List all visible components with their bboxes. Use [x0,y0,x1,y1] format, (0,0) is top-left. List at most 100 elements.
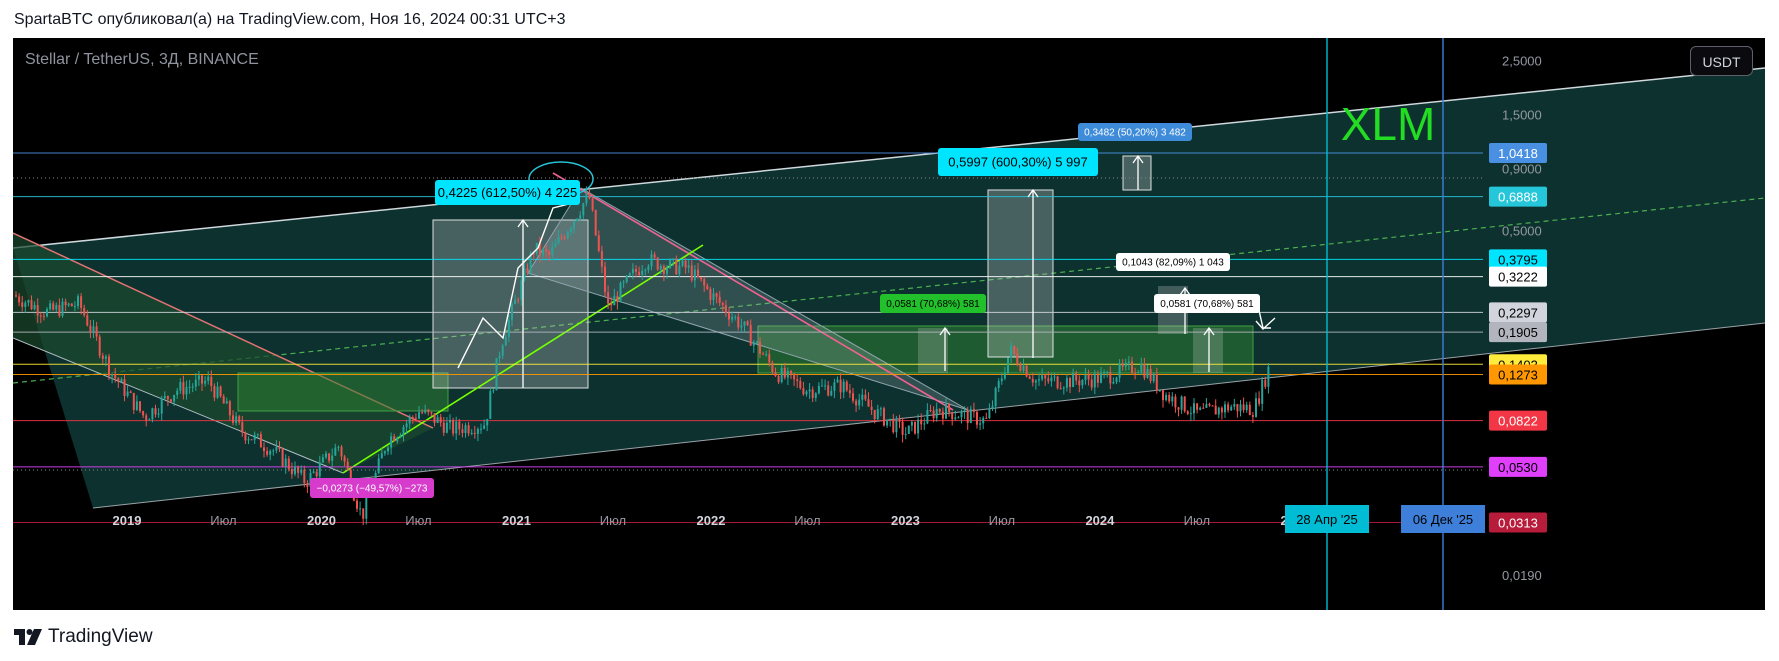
measure-label-bg-2 [1078,123,1192,141]
candle-body [1112,381,1115,384]
candle-body [470,432,473,434]
candle-body [594,209,597,236]
candle-body [495,358,498,391]
chart-svg[interactable]: 0,4225 (612,50%) 4 225 0,5997 (600,30%) 5… [13,38,1765,610]
candle-body [566,231,569,239]
candle-body [275,446,278,451]
ticker-label: XLM [1341,98,1436,150]
candle-body [1050,377,1053,382]
candle-body [954,417,957,420]
candle-body [920,419,923,425]
accumulation-zone-2023 [757,325,1254,374]
candle-body [724,305,727,313]
candle-body [520,280,523,300]
candle-body [746,321,749,326]
price-level-label-bg-3 [1489,266,1547,287]
candle-body [467,425,470,434]
candle-body [563,237,566,239]
candle-body [396,437,399,442]
candle-body [991,406,994,409]
y-tick-label: 0,9000 [1502,161,1542,176]
candle-body [976,411,978,425]
candle-body [393,436,396,442]
candle-body [148,419,151,421]
candle-body [1143,363,1146,378]
candle-body [734,316,737,318]
candle-body [160,398,163,414]
candle-body [272,450,275,452]
candle-body [706,285,709,290]
price-level-label-2: 0,3795 [1498,252,1538,267]
tradingview-brand-text: TradingView [48,626,153,647]
y-tick-label: 0,5000 [1502,223,1542,238]
x-tick-label: Июл [600,513,626,528]
candle-body [281,448,284,467]
candle-body [1106,371,1109,373]
candle-body [718,296,721,303]
candle-body [904,433,907,435]
candle-body [765,354,768,356]
candle-body [1233,404,1236,407]
candle-body [1081,379,1084,386]
price-level-label-1: 0,6888 [1498,190,1538,205]
candle-body [1013,345,1016,354]
candle-body [424,409,427,413]
candle-body [207,376,210,381]
time-marker-label-0: 28 Апр '25 [1296,512,1358,527]
candle-body [1242,404,1245,411]
x-tick-label: Июл [210,513,236,528]
currency-button[interactable]: USDT [1690,46,1753,76]
candle-body [994,388,997,407]
path-projection-2021 [457,202,574,369]
x-tick-label: 2019 [113,513,142,528]
candle-body [213,386,216,398]
candle-body [80,296,83,308]
candle-body [480,428,482,430]
candle-body [135,401,138,410]
tradingview-logo[interactable]: TradingView [14,625,153,649]
candle-body [557,237,560,244]
candle-body [1069,378,1071,388]
candle-body [1109,371,1112,384]
candle-body [783,367,786,378]
candle-body [430,412,433,414]
candle-body [1100,373,1102,383]
candle-body [1003,373,1006,379]
candle-body [560,237,563,239]
publish-info: SpartaBTC опубликовал(а) на TradingView.… [14,11,566,28]
candle-body [972,409,975,412]
price-level-label-bg-10 [1489,512,1547,533]
candle-body [833,382,836,391]
candle-body [117,378,120,383]
candle-body [728,312,730,320]
candle-body [743,321,746,326]
candle-body [1189,413,1192,415]
candle-body [1118,363,1121,378]
candle-body [33,304,36,309]
measure-label-bg-5 [1154,294,1260,313]
candle-body [173,394,176,402]
candle-body [228,401,231,416]
candle-body [777,375,780,383]
candle-body [796,379,799,381]
candle-body [538,242,541,255]
candle-body [653,254,656,258]
chart-area[interactable]: 0,4225 (612,50%) 4 225 0,5997 (600,30%) 5… [13,38,1765,610]
candle-body [30,300,33,309]
candle-body [1146,368,1149,378]
candle-body [945,404,947,419]
measure-label-0: 0,4225 (612,50%) 4 225 [438,185,578,200]
price-level-label-9: 0,0530 [1498,460,1538,475]
candle-body [166,396,169,400]
candle-body [883,408,885,426]
candle-body [963,410,966,412]
measure-label-bg-0 [435,180,580,205]
candle-body [827,385,830,396]
candle-body [1007,357,1009,374]
candle-body [492,390,495,392]
candle-body [1245,404,1248,411]
candle-body [1165,394,1168,401]
candle-body [845,381,848,391]
candle-body [1199,407,1202,410]
candle-body [321,457,324,463]
